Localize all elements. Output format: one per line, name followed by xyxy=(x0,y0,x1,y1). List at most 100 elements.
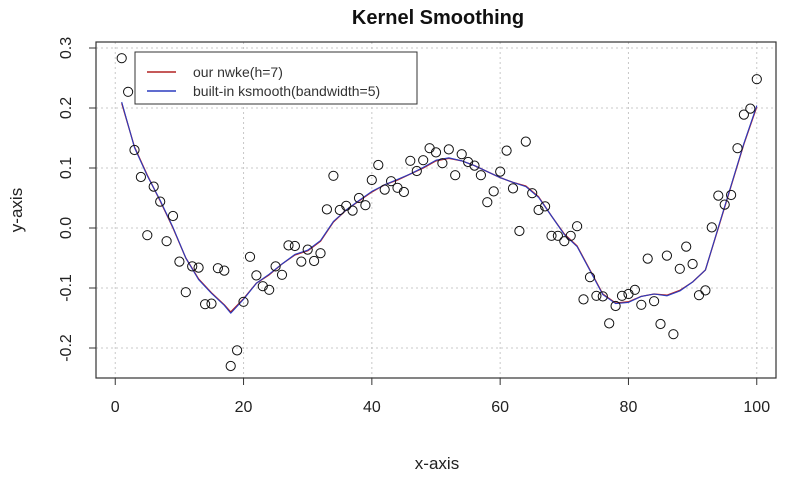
data-point xyxy=(540,201,551,212)
data-point xyxy=(463,156,474,168)
data-point xyxy=(726,189,737,201)
data-point xyxy=(232,345,243,356)
data-point xyxy=(379,184,390,195)
data-point xyxy=(732,143,743,154)
data-point xyxy=(302,244,313,255)
data-point xyxy=(572,221,583,232)
smoothing-curves xyxy=(121,101,758,314)
data-point xyxy=(373,159,384,171)
y-axis-label: y-axis xyxy=(7,188,26,232)
data-point xyxy=(719,199,730,210)
data-point xyxy=(520,136,531,147)
data-point xyxy=(559,236,570,247)
data-point xyxy=(649,296,660,307)
data-point xyxy=(661,250,673,261)
data-point xyxy=(693,290,705,301)
data-point xyxy=(257,281,268,292)
chart-title: Kernel Smoothing xyxy=(352,7,524,29)
data-point xyxy=(251,270,262,281)
data-point xyxy=(180,287,191,298)
data-point xyxy=(398,186,409,198)
data-point xyxy=(636,299,647,310)
data-point xyxy=(456,149,467,160)
data-point xyxy=(713,190,724,201)
data-point xyxy=(591,290,602,301)
y-tick-label: 0.0 xyxy=(58,217,75,239)
data-point xyxy=(681,241,692,252)
data-point xyxy=(437,158,448,169)
data-point xyxy=(629,284,641,295)
data-point xyxy=(546,230,557,241)
x-tick-label: 60 xyxy=(491,399,509,416)
data-point xyxy=(578,294,589,305)
series-line-nwke xyxy=(121,103,758,313)
data-point xyxy=(212,263,223,274)
legend-box xyxy=(134,51,418,105)
y-tick-label: 0.1 xyxy=(58,157,75,179)
data-point xyxy=(386,176,397,187)
data-point xyxy=(193,262,204,273)
y-tick-label: 0.3 xyxy=(58,37,75,59)
x-tick-label: 0 xyxy=(111,399,120,416)
data-point xyxy=(142,230,153,241)
plot-frame xyxy=(95,41,777,379)
data-point xyxy=(123,86,134,97)
data-point xyxy=(341,200,352,211)
series-line-ksmooth xyxy=(121,101,758,314)
data-point xyxy=(244,251,256,262)
data-point xyxy=(610,300,621,312)
data-point xyxy=(334,204,345,216)
data-point xyxy=(745,103,756,114)
data-point xyxy=(501,145,512,156)
data-point xyxy=(347,205,358,216)
data-point xyxy=(238,296,249,307)
data-point xyxy=(565,230,576,241)
data-point xyxy=(655,318,666,330)
data-point xyxy=(527,188,538,199)
data-point xyxy=(276,269,288,280)
data-point xyxy=(450,170,461,181)
data-point xyxy=(430,147,442,158)
data-point xyxy=(174,256,185,267)
data-point xyxy=(148,181,159,192)
data-point xyxy=(366,174,377,186)
data-point xyxy=(469,160,480,171)
data-point xyxy=(687,258,698,270)
x-tick-label: 80 xyxy=(620,399,638,416)
legend-label-nwke: our nwke(h=7) xyxy=(193,64,283,80)
data-point xyxy=(296,256,307,267)
x-tick-label: 100 xyxy=(743,399,770,416)
data-point xyxy=(584,272,596,283)
scatter-points xyxy=(116,53,762,372)
data-point xyxy=(360,200,371,211)
data-point xyxy=(411,165,422,177)
data-point xyxy=(289,240,300,252)
data-point xyxy=(206,298,217,309)
data-point xyxy=(418,155,429,166)
data-point xyxy=(116,53,127,64)
data-point xyxy=(668,329,679,340)
data-point xyxy=(161,236,172,247)
data-point xyxy=(482,197,493,208)
data-point xyxy=(353,192,365,204)
data-point xyxy=(167,210,179,222)
grid xyxy=(96,42,776,378)
y-tick-label: -0.1 xyxy=(58,274,75,302)
y-tick-label: -0.2 xyxy=(58,334,75,362)
data-point xyxy=(315,248,326,259)
data-point xyxy=(328,170,339,181)
x-axis-ticks: 0 20 40 60 80 100 xyxy=(111,378,770,416)
y-tick-label: 0.2 xyxy=(58,97,75,119)
data-point xyxy=(674,263,685,274)
data-point xyxy=(129,144,140,156)
data-point xyxy=(751,74,762,85)
data-point xyxy=(700,285,711,296)
x-axis-label: x-axis xyxy=(415,454,459,473)
y-axis-ticks: -0.2 -0.1 0.0 0.1 0.2 0.3 xyxy=(58,37,96,362)
data-point xyxy=(488,186,499,197)
data-point xyxy=(616,290,628,301)
data-point xyxy=(597,291,608,302)
data-point xyxy=(405,155,416,166)
legend: our nwke(h=7) built-in ksmooth(bandwidth… xyxy=(134,51,418,105)
